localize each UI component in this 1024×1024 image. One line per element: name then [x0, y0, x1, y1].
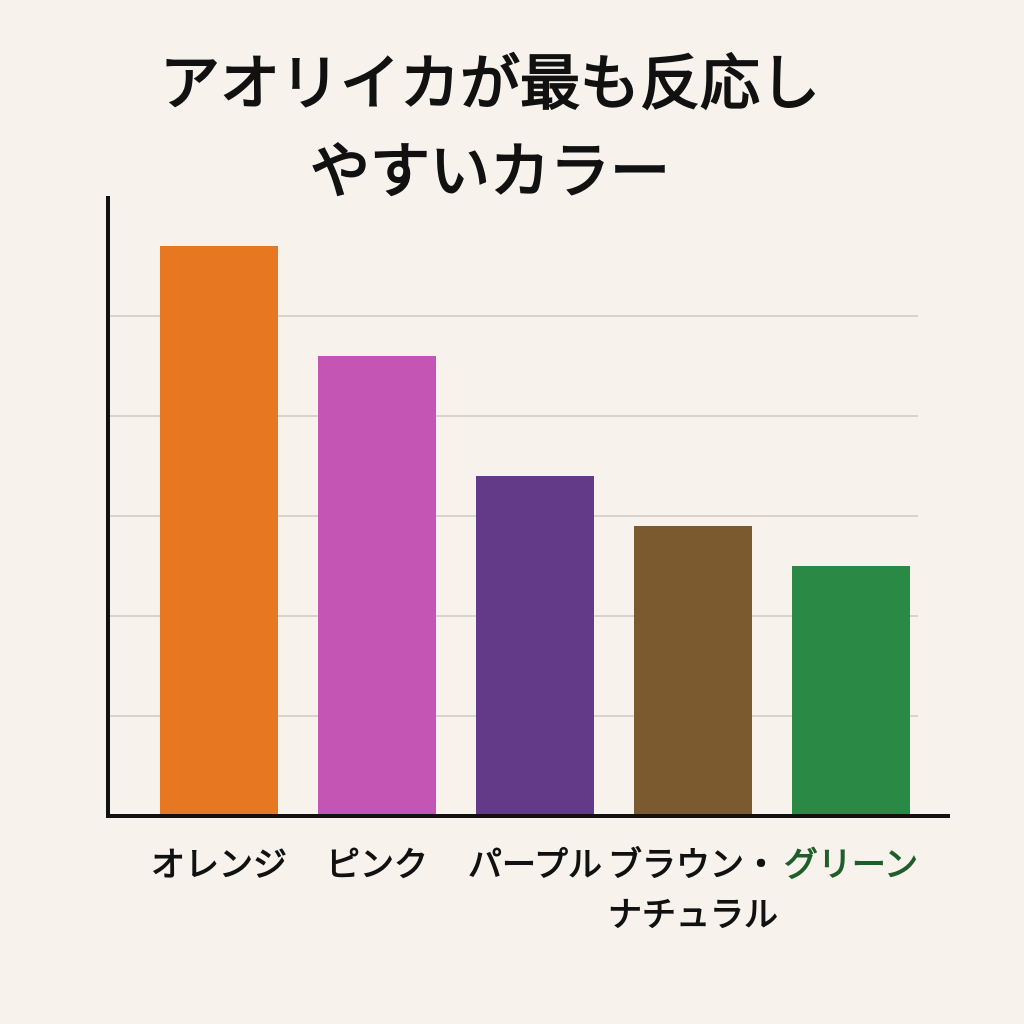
x-tick-label: グリーン	[783, 845, 919, 885]
bar	[318, 356, 436, 816]
chart-title: アオリイカが最も反応し やすいカラー	[160, 49, 820, 207]
bar	[476, 476, 594, 816]
bar	[634, 526, 752, 816]
bar	[160, 246, 278, 816]
x-tick-label: パープル	[468, 845, 602, 885]
x-tick-label: オレンジ	[151, 845, 287, 885]
x-tick-label: ピンク	[326, 845, 428, 885]
bar	[792, 566, 910, 816]
x-tick-label: ブラウン・ ナチュラル	[608, 845, 778, 935]
